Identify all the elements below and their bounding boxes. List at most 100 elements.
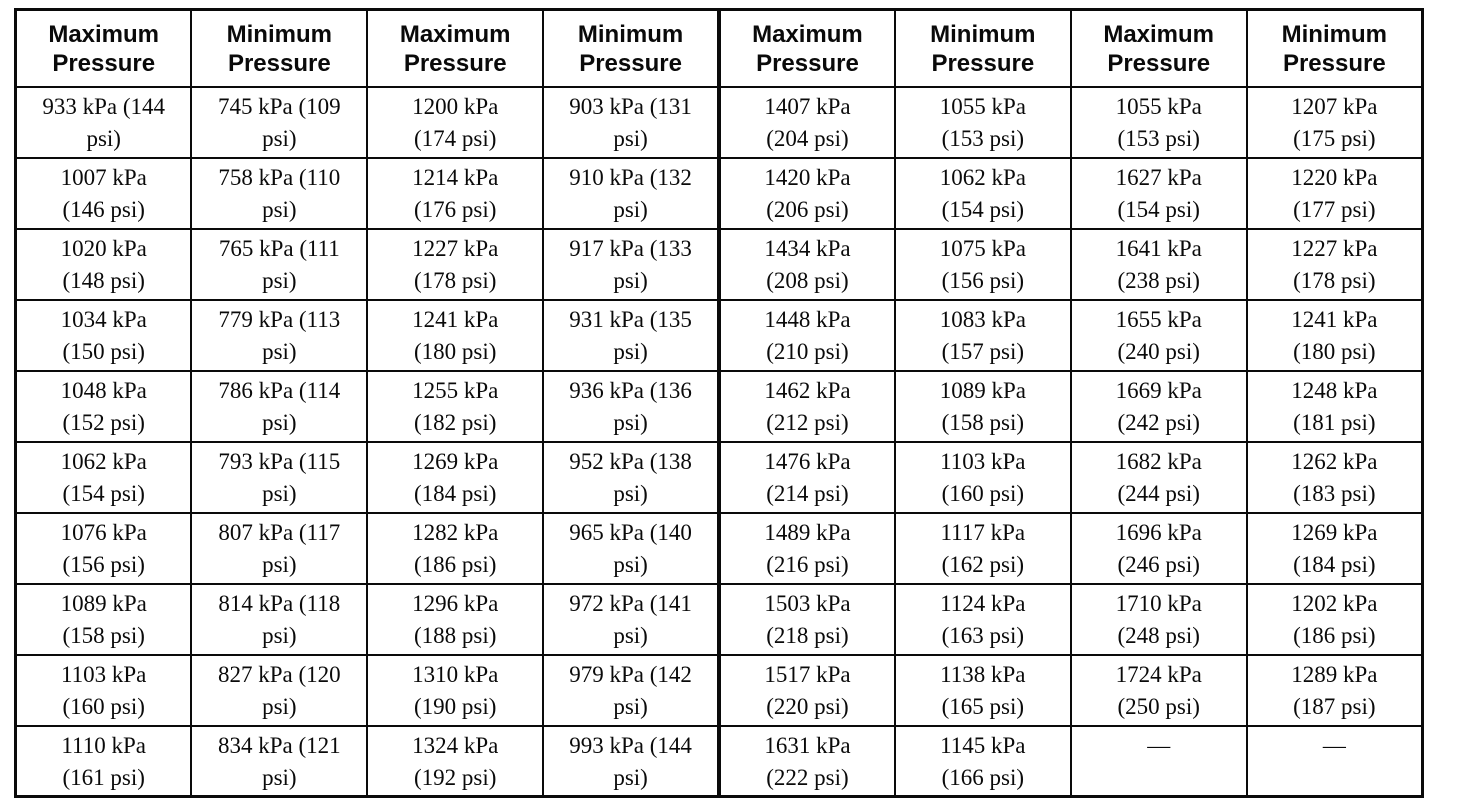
column-header: Minimum Pressure	[1245, 8, 1424, 88]
pressure-cell: 1007 kPa (146 psi)	[14, 156, 193, 230]
pressure-cell: 1145 kPa (166 psi)	[893, 724, 1072, 798]
pressure-table: Maximum Pressure Minimum Pressure Maximum …	[14, 8, 1424, 798]
pressure-cell: 1248 kPa (181 psi)	[1245, 369, 1424, 443]
column-header: Minimum Pressure	[542, 8, 721, 88]
pressure-cell: 1083 kPa (157 psi)	[893, 298, 1072, 372]
pressure-cell: 952 kPa (138 psi)	[542, 440, 721, 514]
pressure-cell: 1207 kPa (175 psi)	[1245, 85, 1424, 159]
pressure-cell: 793 kPa (115 psi)	[190, 440, 369, 514]
table-row: 1103 kPa (160 psi) 827 kPa (120 psi) 1310 …	[14, 653, 1424, 727]
table-row: 1089 kPa (158 psi) 814 kPa (118 psi) 1296 …	[14, 582, 1424, 656]
pressure-cell: 1710 kPa (248 psi)	[1069, 582, 1248, 656]
pressure-cell: 1055 kPa (153 psi)	[893, 85, 1072, 159]
pressure-cell: 965 kPa (140 psi)	[542, 511, 721, 585]
pressure-cell: 1089 kPa (158 psi)	[14, 582, 193, 656]
pressure-cell: 758 kPa (110 psi)	[190, 156, 369, 230]
pressure-cell: 972 kPa (141 psi)	[542, 582, 721, 656]
table-header: Maximum Pressure Minimum Pressure Maximum …	[14, 8, 1424, 88]
column-header: Minimum Pressure	[190, 8, 369, 88]
pressure-cell: 1262 kPa (183 psi)	[1245, 440, 1424, 514]
pressure-cell: 903 kPa (131 psi)	[542, 85, 721, 159]
table-row: 1062 kPa (154 psi) 793 kPa (115 psi) 1269 …	[14, 440, 1424, 514]
pressure-cell: 910 kPa (132 psi)	[542, 156, 721, 230]
table-row: 1034 kPa (150 psi) 779 kPa (113 psi) 1241 …	[14, 298, 1424, 372]
pressure-cell: 933 kPa (144 psi)	[14, 85, 193, 159]
pressure-cell: 1310 kPa (190 psi)	[366, 653, 545, 727]
pressure-cell: 745 kPa (109 psi)	[190, 85, 369, 159]
pressure-cell: 1124 kPa (163 psi)	[893, 582, 1072, 656]
pressure-cell: 1062 kPa (154 psi)	[14, 440, 193, 514]
pressure-cell: —	[1069, 724, 1248, 798]
column-header: Minimum Pressure	[893, 8, 1072, 88]
pressure-cell: 1200 kPa (174 psi)	[366, 85, 545, 159]
pressure-cell: 786 kPa (114 psi)	[190, 369, 369, 443]
pressure-cell: 1296 kPa (188 psi)	[366, 582, 545, 656]
pressure-cell: 1641 kPa (238 psi)	[1069, 227, 1248, 301]
pressure-cell: 1489 kPa (216 psi)	[718, 511, 896, 585]
pressure-cell: 779 kPa (113 psi)	[190, 298, 369, 372]
pressure-cell: 1241 kPa (180 psi)	[366, 298, 545, 372]
pressure-cell: 1241 kPa (180 psi)	[1245, 298, 1424, 372]
table-row: 1110 kPa (161 psi) 834 kPa (121 psi) 1324 …	[14, 724, 1424, 798]
pressure-cell: 765 kPa (111 psi)	[190, 227, 369, 301]
pressure-cell: 1462 kPa (212 psi)	[718, 369, 896, 443]
pressure-cell: 1214 kPa (176 psi)	[366, 156, 545, 230]
pressure-cell: 1103 kPa (160 psi)	[893, 440, 1072, 514]
pressure-cell: 1448 kPa (210 psi)	[718, 298, 896, 372]
pressure-cell: 807 kPa (117 psi)	[190, 511, 369, 585]
pressure-cell: 1020 kPa (148 psi)	[14, 227, 193, 301]
pressure-cell: 1034 kPa (150 psi)	[14, 298, 193, 372]
pressure-cell: 1407 kPa (204 psi)	[718, 85, 896, 159]
table-row: 1020 kPa (148 psi) 765 kPa (111 psi) 1227 …	[14, 227, 1424, 301]
pressure-cell: 1669 kPa (242 psi)	[1069, 369, 1248, 443]
pressure-cell: 936 kPa (136 psi)	[542, 369, 721, 443]
pressure-cell: 1075 kPa (156 psi)	[893, 227, 1072, 301]
pressure-cell: 1434 kPa (208 psi)	[718, 227, 896, 301]
pressure-cell: 1103 kPa (160 psi)	[14, 653, 193, 727]
pressure-cell: 827 kPa (120 psi)	[190, 653, 369, 727]
pressure-cell: 917 kPa (133 psi)	[542, 227, 721, 301]
pressure-cell: 1089 kPa (158 psi)	[893, 369, 1072, 443]
pressure-cell: 1269 kPa (184 psi)	[1245, 511, 1424, 585]
column-header: Maximum Pressure	[366, 8, 545, 88]
table-row: 933 kPa (144 psi) 745 kPa (109 psi) 1200 k…	[14, 85, 1424, 159]
pressure-cell: 1110 kPa (161 psi)	[14, 724, 193, 798]
table-row: 1048 kPa (152 psi) 786 kPa (114 psi) 1255 …	[14, 369, 1424, 443]
pressure-cell: 1289 kPa (187 psi)	[1245, 653, 1424, 727]
pressure-cell: 1631 kPa (222 psi)	[718, 724, 896, 798]
pressure-cell: 979 kPa (142 psi)	[542, 653, 721, 727]
pressure-cell: 1220 kPa (177 psi)	[1245, 156, 1424, 230]
table-row: 1076 kPa (156 psi) 807 kPa (117 psi) 1282 …	[14, 511, 1424, 585]
pressure-cell: 1324 kPa (192 psi)	[366, 724, 545, 798]
pressure-cell: 1202 kPa (186 psi)	[1245, 582, 1424, 656]
pressure-cell: 1517 kPa (220 psi)	[718, 653, 896, 727]
pressure-cell: 1048 kPa (152 psi)	[14, 369, 193, 443]
pressure-cell: 1269 kPa (184 psi)	[366, 440, 545, 514]
pressure-cell: 834 kPa (121 psi)	[190, 724, 369, 798]
pressure-cell: 1420 kPa (206 psi)	[718, 156, 896, 230]
column-header: Maximum Pressure	[1069, 8, 1248, 88]
pressure-cell: 1227 kPa (178 psi)	[366, 227, 545, 301]
pressure-cell: 931 kPa (135 psi)	[542, 298, 721, 372]
pressure-cell: 1138 kPa (165 psi)	[893, 653, 1072, 727]
pressure-cell: 1117 kPa (162 psi)	[893, 511, 1072, 585]
table-body: 933 kPa (144 psi) 745 kPa (109 psi) 1200 k…	[14, 85, 1424, 798]
pressure-cell: 1627 kPa (154 psi)	[1069, 156, 1248, 230]
column-header: Maximum Pressure	[718, 8, 896, 88]
pressure-cell: 1076 kPa (156 psi)	[14, 511, 193, 585]
pressure-cell: 814 kPa (118 psi)	[190, 582, 369, 656]
pressure-cell: —	[1245, 724, 1424, 798]
table-row: 1007 kPa (146 psi) 758 kPa (110 psi) 1214 …	[14, 156, 1424, 230]
pressure-cell: 1696 kPa (246 psi)	[1069, 511, 1248, 585]
column-header: Maximum Pressure	[14, 8, 193, 88]
pressure-cell: 1055 kPa (153 psi)	[1069, 85, 1248, 159]
pressure-cell: 1227 kPa (178 psi)	[1245, 227, 1424, 301]
pressure-cell: 1682 kPa (244 psi)	[1069, 440, 1248, 514]
pressure-cell: 1255 kPa (182 psi)	[366, 369, 545, 443]
pressure-cell: 1476 kPa (214 psi)	[718, 440, 896, 514]
pressure-cell: 993 kPa (144 psi)	[542, 724, 721, 798]
pressure-cell: 1655 kPa (240 psi)	[1069, 298, 1248, 372]
pressure-cell: 1062 kPa (154 psi)	[893, 156, 1072, 230]
pressure-cell: 1724 kPa (250 psi)	[1069, 653, 1248, 727]
